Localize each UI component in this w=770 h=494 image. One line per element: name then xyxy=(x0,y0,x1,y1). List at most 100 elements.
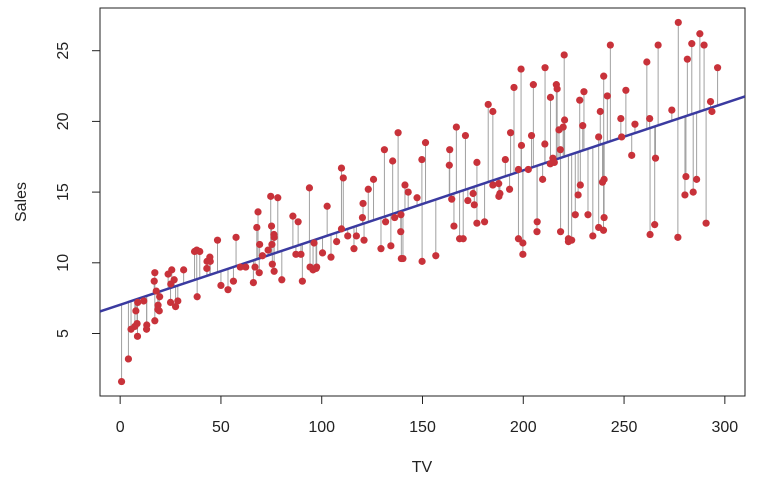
point xyxy=(413,194,421,202)
x-axis-label: TV xyxy=(412,459,433,476)
point xyxy=(541,64,549,72)
point xyxy=(249,278,257,287)
point xyxy=(327,253,335,261)
point xyxy=(267,192,275,200)
point xyxy=(599,226,608,234)
point xyxy=(258,252,267,260)
point xyxy=(556,228,565,236)
point xyxy=(270,230,278,239)
point xyxy=(596,107,604,116)
point xyxy=(646,230,654,239)
point xyxy=(631,120,639,128)
point xyxy=(170,276,178,284)
point xyxy=(559,123,567,131)
point xyxy=(298,277,306,285)
point xyxy=(344,232,352,240)
x-tick-label: 50 xyxy=(212,419,230,436)
regression-line xyxy=(100,95,745,313)
point xyxy=(571,211,579,219)
point xyxy=(519,250,527,258)
point xyxy=(377,245,385,253)
x-tick-label: 150 xyxy=(409,419,436,436)
point xyxy=(517,141,526,150)
point xyxy=(553,85,561,93)
point xyxy=(270,267,278,275)
point xyxy=(294,218,302,226)
point xyxy=(369,175,378,183)
point xyxy=(268,240,276,249)
point xyxy=(713,64,722,72)
y-tick-label: 5 xyxy=(55,329,72,338)
point xyxy=(700,41,708,49)
point xyxy=(446,146,454,154)
point xyxy=(255,269,263,277)
point xyxy=(576,96,584,104)
point xyxy=(589,232,597,240)
point xyxy=(693,175,701,183)
point xyxy=(213,236,222,244)
point xyxy=(151,269,159,277)
point xyxy=(541,140,549,148)
point xyxy=(564,237,573,246)
point xyxy=(352,232,360,240)
point xyxy=(254,208,262,216)
point xyxy=(229,277,238,285)
point xyxy=(132,307,140,315)
point xyxy=(580,88,588,96)
point xyxy=(574,191,582,199)
point xyxy=(359,199,367,208)
point xyxy=(696,30,704,38)
point xyxy=(358,213,367,222)
point xyxy=(708,107,716,116)
point xyxy=(706,98,715,106)
point xyxy=(394,129,402,137)
point xyxy=(517,65,525,73)
x-tick-label: 250 xyxy=(611,419,638,436)
plot-frame xyxy=(99,7,746,397)
point xyxy=(152,287,160,295)
point xyxy=(133,320,141,328)
point xyxy=(524,165,532,174)
point xyxy=(654,41,662,49)
point xyxy=(397,228,405,236)
point xyxy=(151,317,159,325)
point xyxy=(550,158,558,167)
point xyxy=(473,219,481,227)
point xyxy=(401,181,409,189)
point xyxy=(603,92,611,100)
point xyxy=(323,202,331,210)
point xyxy=(452,123,460,131)
point xyxy=(618,133,626,141)
point xyxy=(391,213,399,222)
point xyxy=(682,172,690,181)
point xyxy=(495,180,503,188)
point xyxy=(242,263,250,271)
point xyxy=(339,174,347,182)
point xyxy=(297,250,305,258)
x-tick-label: 300 xyxy=(711,419,738,436)
point xyxy=(646,114,654,123)
point xyxy=(387,242,395,250)
point xyxy=(688,40,696,48)
point xyxy=(264,246,272,254)
point xyxy=(232,233,240,241)
point xyxy=(556,146,564,154)
point xyxy=(337,225,346,233)
x-tick-label: 200 xyxy=(510,419,537,436)
point xyxy=(421,139,430,147)
point xyxy=(584,211,592,219)
point xyxy=(448,195,456,203)
point xyxy=(268,260,276,268)
point xyxy=(117,377,126,386)
point xyxy=(203,264,211,273)
point xyxy=(150,277,158,285)
point xyxy=(606,41,614,49)
point xyxy=(674,233,682,241)
point xyxy=(464,196,472,205)
point xyxy=(180,266,188,274)
point xyxy=(561,116,569,124)
y-tick-label: 25 xyxy=(55,42,72,60)
y-tick-label: 15 xyxy=(55,183,72,201)
point xyxy=(480,218,489,226)
point xyxy=(305,184,314,192)
